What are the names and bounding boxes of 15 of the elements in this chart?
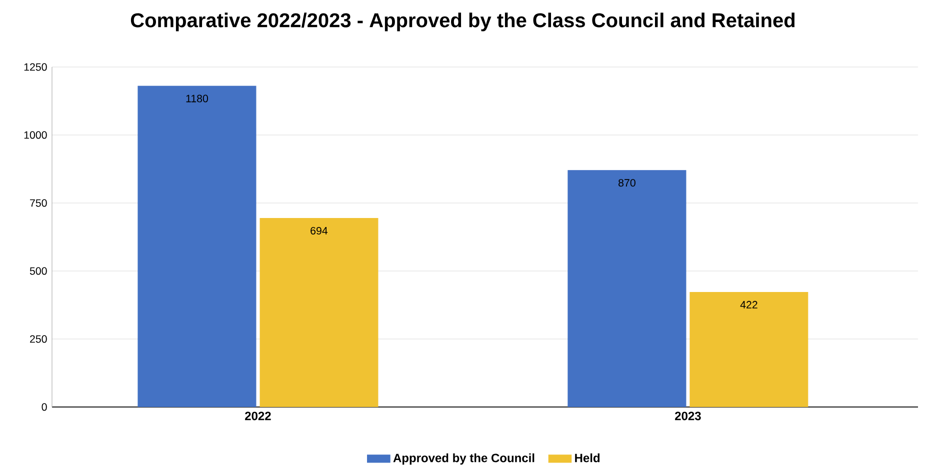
y-tick-label: 1250 [24, 63, 47, 71]
y-tick-label: 0 [42, 403, 47, 411]
y-tick-label: 1000 [24, 131, 47, 139]
x-tick-label: 2022 [245, 412, 271, 420]
data-label: 1180 [186, 94, 208, 102]
legend-label: Held [575, 453, 600, 462]
data-label: 870 [618, 179, 636, 187]
x-tick-label: 2023 [675, 412, 701, 420]
y-tick-label: 750 [30, 199, 47, 207]
legend-label: Approved by the Council [393, 453, 534, 465]
chart-title: Comparative 2022/2023 - Approved by the Class Council and Retained [130, 12, 795, 32]
y-tick-label: 250 [30, 335, 47, 343]
y-tick-label: 500 [30, 267, 47, 275]
data-label: 694 [310, 226, 328, 234]
data-label: 422 [740, 300, 758, 308]
